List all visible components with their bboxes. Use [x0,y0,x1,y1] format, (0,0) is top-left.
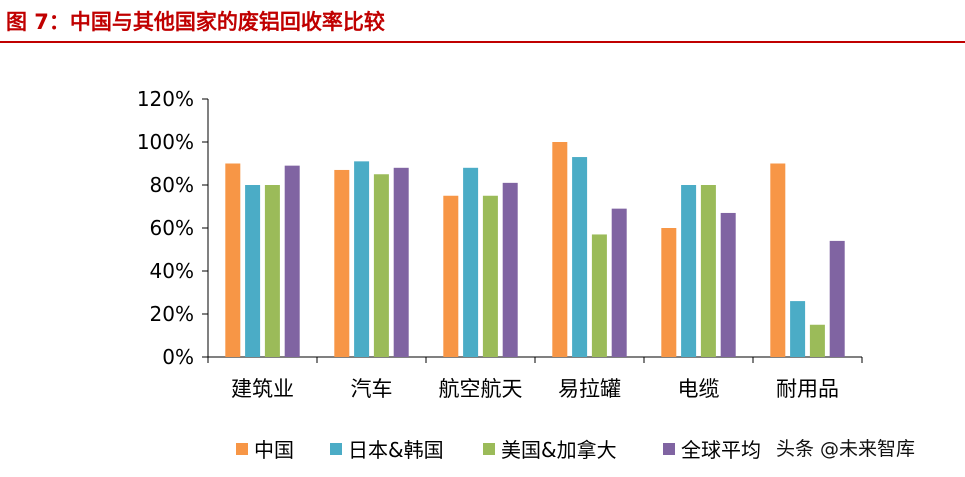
bar [790,301,806,357]
title-underline [0,41,965,43]
bar [809,324,825,357]
legend-label-china: 中国 [254,438,294,462]
bar [700,185,716,357]
bar [245,185,261,357]
legend-item-china: 中国 [236,434,294,463]
bar [334,169,350,357]
y-tick-label: 20% [150,302,194,326]
bar [720,212,736,357]
x-tick-label: 耐用品 [776,377,839,401]
y-tick-label: 0% [162,345,194,369]
y-tick-label: 120% [137,87,194,111]
legend-swatch-japan-korea [330,442,342,455]
legend-item-japan-korea: 日本&韩国 [330,434,444,463]
bar [225,163,241,357]
legend-item-us-canada: 美国&加拿大 [483,434,617,463]
y-tick-label: 100% [137,130,194,154]
bar [661,228,677,357]
bar [611,208,627,357]
x-tick-label: 电缆 [678,377,720,401]
x-tick-label: 建筑业 [231,377,294,401]
x-tick-label: 易拉罐 [558,377,621,401]
y-tick-label: 40% [150,259,194,283]
bar [463,167,479,357]
legend-swatch-china [236,442,248,455]
y-tick-label: 60% [150,216,194,240]
bar [284,165,300,357]
bar [552,142,568,357]
bar [393,167,409,357]
legend-label-global-average: 全球平均 [681,438,761,462]
bar [373,174,389,357]
bar [502,182,518,357]
watermark: 头条 @未来智库 [772,434,920,461]
x-tick-label: 汽车 [351,377,393,401]
bar [264,185,280,357]
legend-label-us-canada: 美国&加拿大 [501,438,617,462]
bar [770,163,786,357]
legend-swatch-global-average [663,442,675,455]
legend-item-global-average: 全球平均 [663,434,761,463]
figure-title: 图 7：中国与其他国家的废铝回收率比较 [6,10,385,34]
bar [829,240,845,357]
x-tick-label: 航空航天 [439,377,523,401]
bar [591,234,607,357]
legend-swatch-us-canada [483,442,495,455]
bar [681,185,697,357]
y-tick-label: 80% [150,173,194,197]
bar [443,195,459,357]
bar [572,157,588,357]
bar [482,195,498,357]
legend-label-japan-korea: 日本&韩国 [348,438,444,462]
bar [354,161,370,357]
